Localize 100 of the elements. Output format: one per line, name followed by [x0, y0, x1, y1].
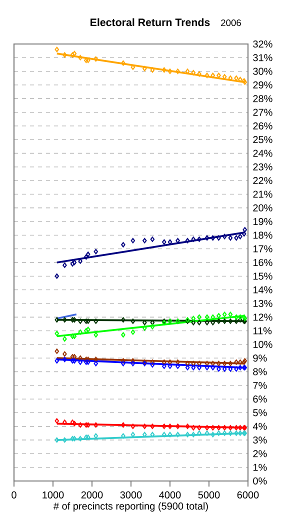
y-tick-label: 19%: [253, 218, 272, 226]
point: [70, 436, 75, 442]
point: [54, 273, 60, 279]
point: [191, 70, 196, 76]
point: [234, 425, 238, 430]
point: [70, 420, 75, 425]
point: [238, 360, 242, 365]
point: [62, 420, 67, 425]
chart-subtitle: 2006: [221, 20, 241, 26]
point: [185, 432, 190, 438]
point: [62, 336, 67, 342]
point: [94, 248, 98, 254]
x-tick-label: 4000: [159, 491, 181, 498]
y-tick-label: 32%: [253, 40, 272, 48]
point: [168, 364, 172, 369]
y-tick-label: 31%: [253, 54, 272, 62]
point: [168, 360, 172, 365]
x-tick-label: 3000: [120, 491, 142, 498]
point: [228, 430, 233, 436]
y-tick-label: 16%: [253, 258, 272, 266]
point: [191, 236, 196, 242]
point: [216, 360, 221, 366]
point: [94, 318, 98, 324]
point: [197, 425, 202, 430]
point: [84, 328, 88, 334]
point: [78, 329, 82, 335]
point: [191, 432, 196, 438]
point: [228, 318, 233, 324]
point: [204, 425, 210, 430]
point: [197, 71, 202, 77]
y-tick-label: 17%: [253, 245, 272, 252]
point: [84, 434, 88, 440]
point: [216, 425, 221, 430]
point: [228, 425, 233, 430]
point: [72, 334, 77, 339]
point: [204, 235, 210, 241]
y-tick-label: 8%: [253, 368, 267, 376]
point: [142, 238, 147, 244]
y-tick-label: 2%: [253, 450, 267, 458]
point: [130, 360, 136, 366]
y-tick-label: 10%: [253, 340, 272, 348]
point: [162, 432, 166, 438]
point: [228, 360, 233, 366]
point: [222, 318, 227, 324]
y-tick-label: 30%: [253, 68, 272, 75]
x-tick-label: 1000: [42, 491, 64, 498]
point: [197, 364, 202, 370]
point: [162, 424, 166, 430]
point: [72, 358, 77, 364]
y-tick-label: 9%: [253, 354, 267, 362]
point: [204, 360, 210, 366]
point: [162, 360, 166, 365]
point: [176, 68, 180, 74]
point: [238, 314, 242, 320]
point: [222, 360, 227, 366]
point: [234, 235, 238, 241]
point: [54, 418, 60, 424]
point: [216, 313, 221, 318]
point: [204, 364, 210, 370]
chart-title: Electoral Return Trends: [90, 18, 210, 26]
point: [150, 360, 155, 365]
point: [86, 422, 90, 428]
point: [197, 236, 202, 242]
y-tick-label: 20%: [253, 204, 272, 212]
point: [150, 362, 155, 368]
point: [168, 432, 172, 438]
point: [86, 252, 90, 257]
point: [197, 314, 202, 320]
point: [238, 430, 242, 436]
point: [150, 324, 155, 330]
point: [94, 360, 98, 366]
point: [121, 60, 126, 66]
y-tick-label: 1%: [253, 464, 267, 471]
y-tick-label: 7%: [253, 382, 267, 389]
y-tick-label: 11%: [253, 327, 272, 334]
point: [130, 329, 136, 335]
point: [121, 242, 126, 248]
point: [86, 318, 90, 324]
point: [210, 314, 216, 320]
point: [54, 348, 60, 354]
x-axis-title: # of precincts reporting (5900 total): [53, 502, 208, 512]
point: [130, 424, 136, 430]
point: [238, 234, 242, 240]
y-tick-label: 15%: [253, 272, 272, 280]
point: [210, 320, 216, 326]
point: [150, 67, 155, 73]
point: [86, 360, 90, 365]
point: [70, 334, 75, 339]
point: [70, 354, 75, 360]
point: [142, 325, 147, 331]
point: [242, 227, 247, 232]
y-tick-label: 12%: [253, 314, 272, 321]
point: [78, 54, 82, 60]
point: [228, 366, 233, 372]
point: [191, 320, 196, 326]
point: [62, 351, 67, 357]
point: [176, 424, 180, 430]
point: [78, 318, 82, 324]
point: [150, 320, 155, 326]
point: [204, 320, 210, 326]
